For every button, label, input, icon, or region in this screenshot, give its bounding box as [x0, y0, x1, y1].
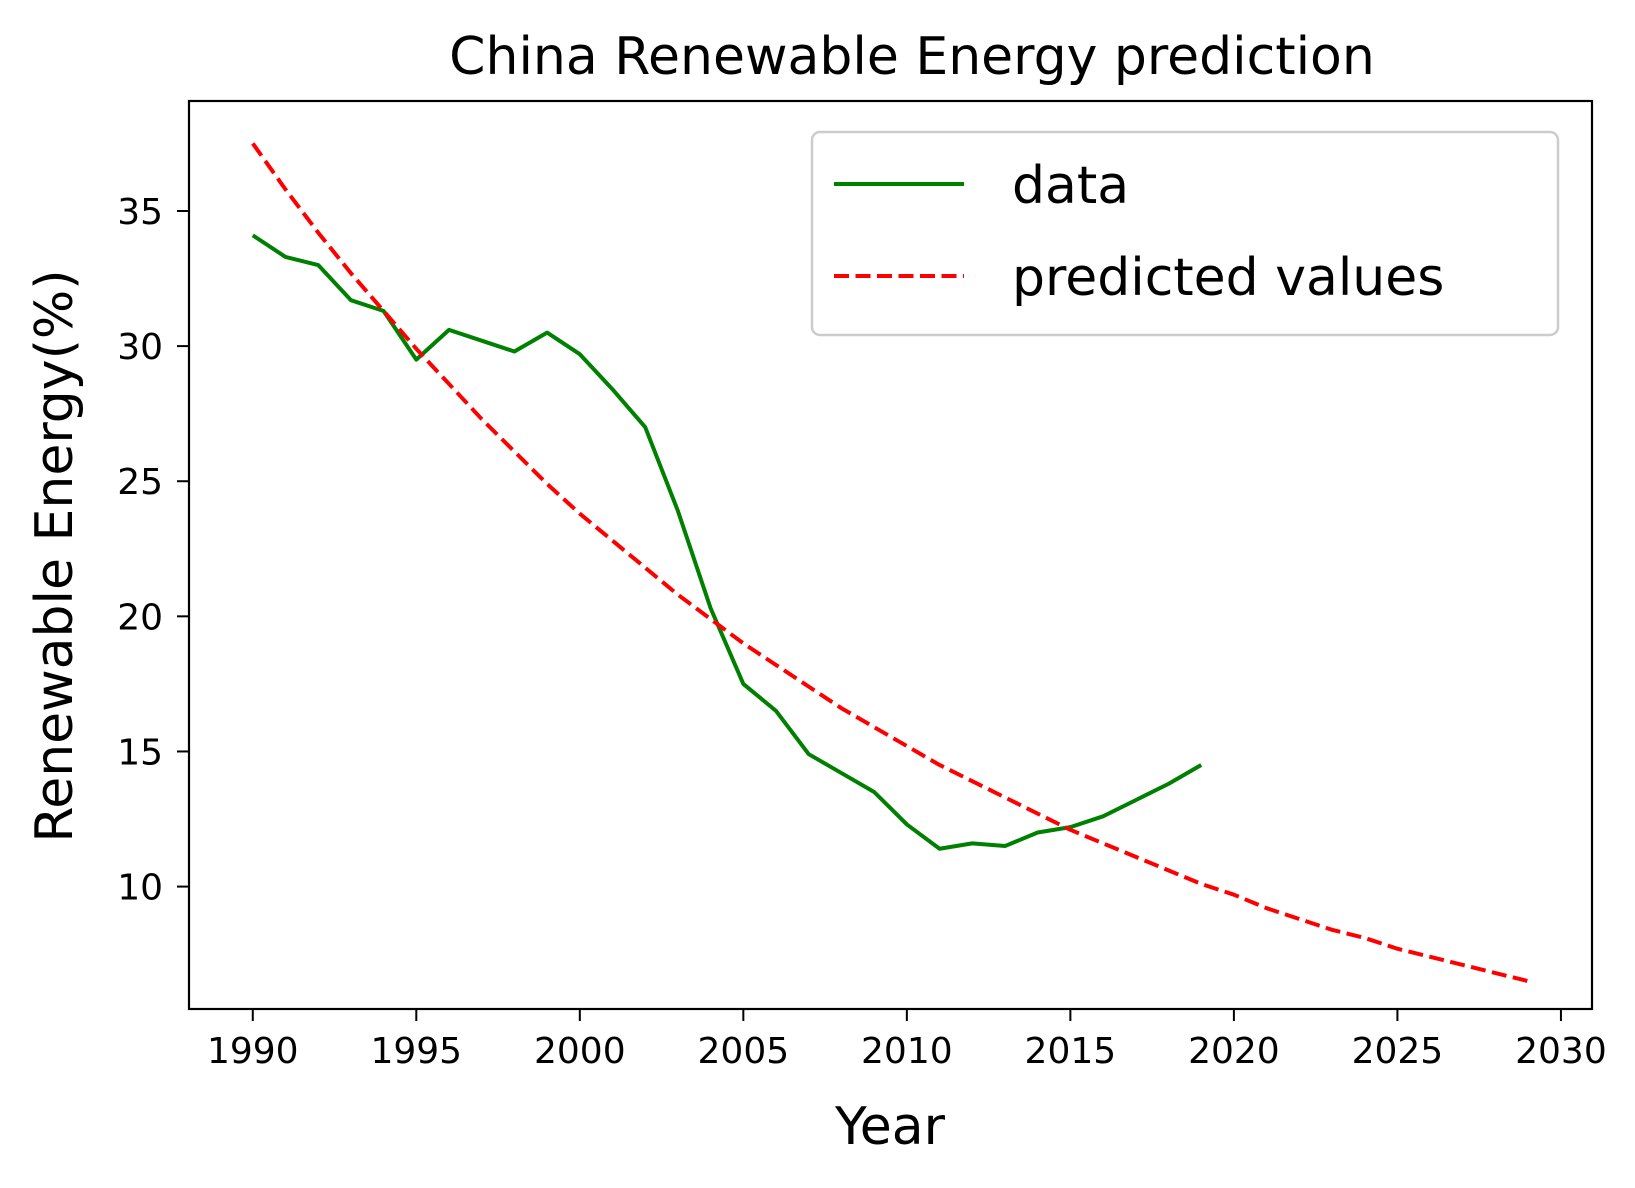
- x-axis-label: Year: [834, 1097, 946, 1157]
- series-layer: [251, 142, 1529, 984]
- y-axis-label: Renewable Energy(%): [25, 269, 85, 842]
- chart-title: China Renewable Energy prediction: [449, 27, 1375, 87]
- x-tick-label: 2030: [1515, 1031, 1607, 1072]
- legend: data predicted values: [810, 130, 1560, 337]
- series-line-predicted-values: [251, 142, 1529, 984]
- legend-label-predicted-values: predicted values: [1012, 248, 1444, 308]
- x-tick-label: 1990: [207, 1031, 299, 1072]
- axis-ticks: 1990 1995 2000 2005 2010 2015 2020 2025 20301015…: [117, 192, 1607, 1072]
- x-tick-label: 2015: [1025, 1031, 1117, 1072]
- legend-label-data: data: [1012, 156, 1129, 216]
- x-tick-label: 2000: [534, 1031, 626, 1072]
- y-tick-label: 10: [117, 868, 163, 909]
- x-tick-label: 2020: [1188, 1031, 1280, 1072]
- x-tick-label: 1995: [370, 1031, 462, 1072]
- y-tick-label: 30: [117, 327, 163, 368]
- x-tick-label: 2005: [698, 1031, 790, 1072]
- series-line-data: [251, 233, 1203, 851]
- plot-area-frame: [187, 99, 1594, 1011]
- y-tick-label: 25: [117, 462, 163, 503]
- y-tick-label: 35: [117, 192, 163, 233]
- x-tick-label: 2010: [861, 1031, 953, 1072]
- y-tick-label: 15: [117, 732, 163, 773]
- legend-box: [810, 130, 1560, 337]
- y-tick-label: 20: [117, 597, 163, 638]
- x-tick-label: 2025: [1352, 1031, 1444, 1072]
